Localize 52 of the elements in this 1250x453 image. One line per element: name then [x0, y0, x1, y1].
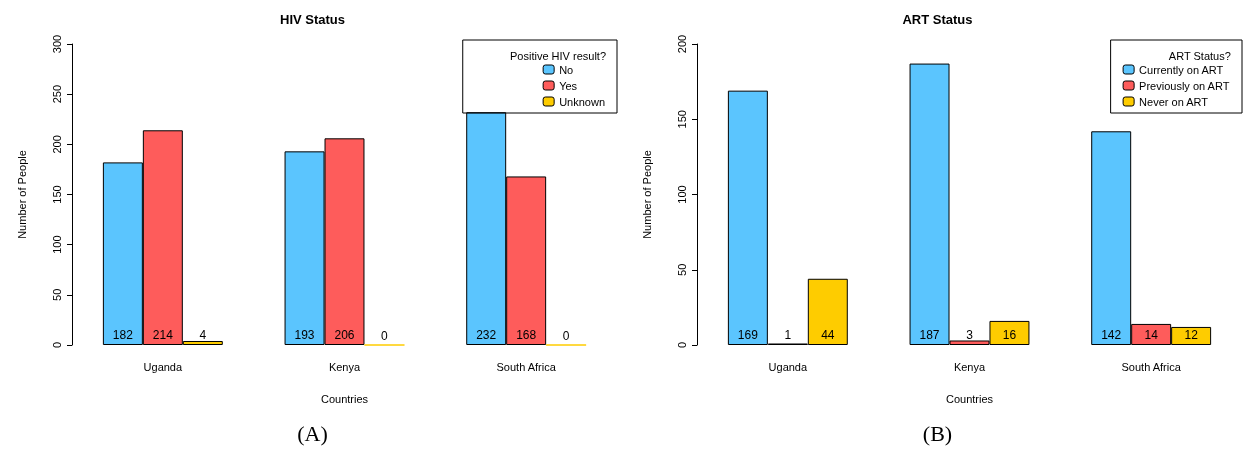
data-label: 16: [1002, 328, 1017, 342]
y-axis-title: Number of People: [640, 150, 653, 239]
legend-label: Previously on ART: [1139, 79, 1230, 92]
data-label: 232: [476, 328, 497, 342]
x-tick-label: South Africa: [1121, 360, 1182, 373]
y-tick-label: 250: [50, 84, 63, 104]
legend-title: ART Status?: [1168, 49, 1231, 62]
data-label: 12: [1184, 328, 1199, 342]
legend-label: Currently on ART: [1139, 63, 1224, 76]
data-label: 193: [294, 328, 315, 342]
legend-label: No: [559, 63, 574, 76]
x-tick-label: Uganda: [143, 360, 183, 373]
data-label: 44: [821, 328, 835, 342]
x-tick-label: Kenya: [953, 360, 986, 373]
x-axis-title: Countries: [945, 392, 994, 405]
data-label: 1: [784, 328, 792, 342]
data-label: 4: [199, 328, 207, 342]
x-tick-label: South Africa: [496, 360, 557, 373]
data-label: 142: [1101, 328, 1122, 342]
y-tick-label: 50: [675, 263, 688, 276]
data-label: 168: [516, 328, 537, 342]
data-label: 0: [381, 328, 389, 343]
y-tick-label: 100: [675, 185, 688, 204]
data-label: 3: [966, 328, 974, 342]
text: (B): [922, 420, 953, 446]
data-label: 214: [152, 328, 174, 342]
y-tick-label: 300: [50, 34, 63, 54]
data-label: 14: [1144, 328, 1159, 342]
legend-label: Unknown: [559, 95, 605, 108]
y-tick-label: 150: [50, 185, 63, 204]
y-tick-label: 150: [675, 110, 688, 129]
y-tick-label: 0: [50, 341, 63, 349]
data-label: 169: [737, 328, 759, 342]
data-label: 182: [112, 328, 134, 342]
x-axis-title: Countries: [320, 392, 369, 405]
legend-label: Yes: [559, 79, 578, 92]
x-tick-label: Kenya: [328, 360, 361, 373]
legend-label: Never on ART: [1139, 95, 1209, 108]
y-axis-title: Number of People: [15, 150, 28, 239]
y-tick-label: 50: [50, 288, 63, 301]
x-tick-label: Uganda: [768, 360, 808, 373]
data-label: 206: [334, 328, 355, 342]
data-label: 0: [562, 328, 570, 343]
data-label: 187: [919, 328, 940, 342]
text: (A): [297, 420, 328, 446]
chart-title: HIV Status: [279, 12, 346, 27]
y-tick-label: 100: [50, 235, 63, 254]
legend-title: Positive HIV result?: [510, 49, 606, 62]
y-tick-label: 0: [675, 341, 688, 349]
chart-title: ART Status: [902, 12, 973, 27]
y-tick-label: 200: [50, 135, 63, 154]
y-tick-label: 200: [675, 34, 688, 54]
